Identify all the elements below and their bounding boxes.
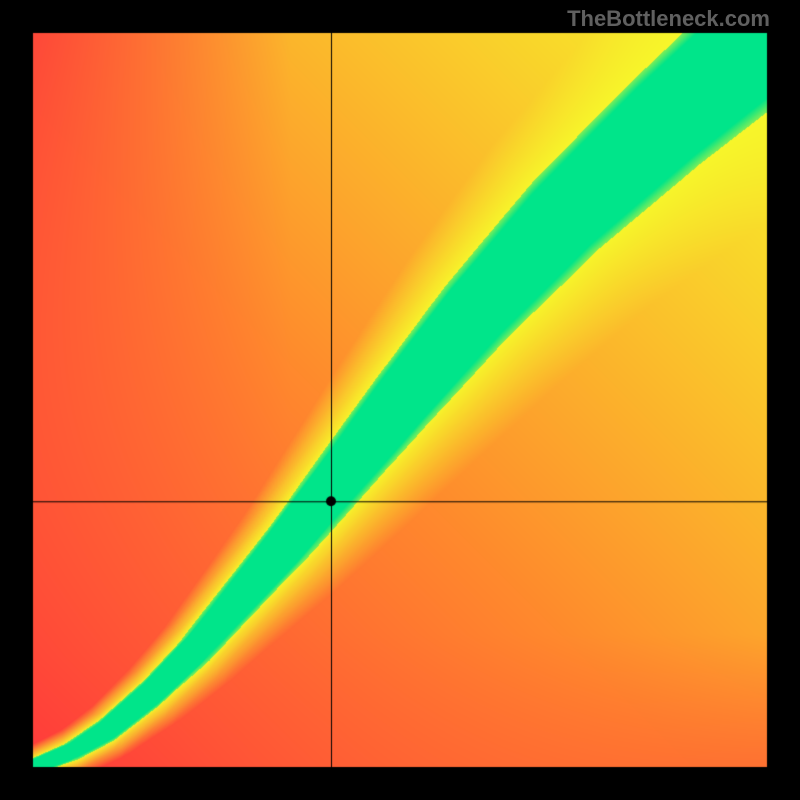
- attribution-text: TheBottleneck.com: [567, 6, 770, 32]
- chart-container: TheBottleneck.com: [0, 0, 800, 800]
- heatmap-canvas: [0, 0, 800, 800]
